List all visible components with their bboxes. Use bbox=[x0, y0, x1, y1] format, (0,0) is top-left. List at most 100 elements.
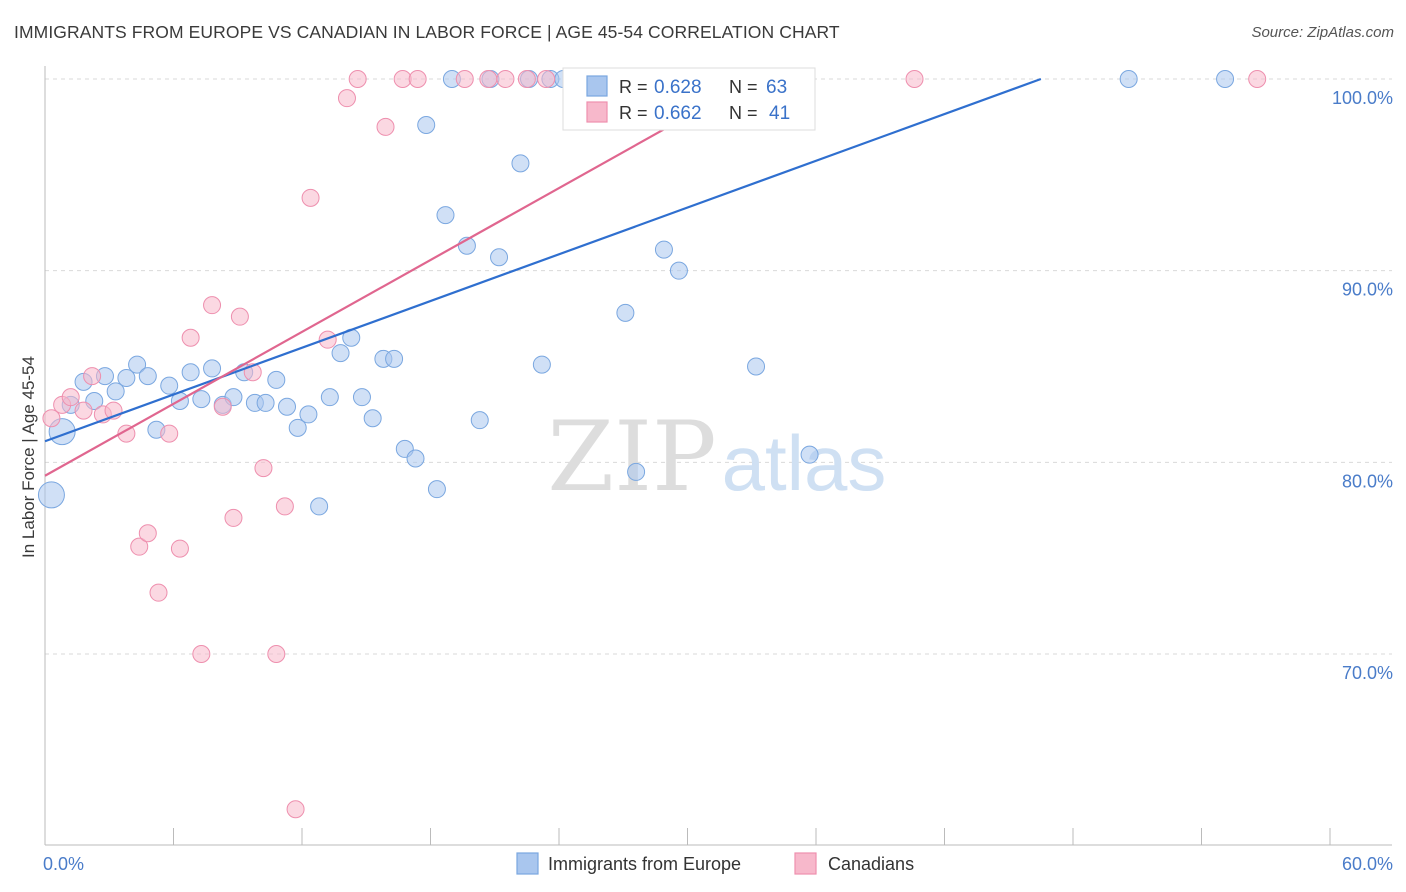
stats-legend-r-value-canadians: 0.662 bbox=[654, 103, 702, 124]
stats-legend-n-value-europe: 63 bbox=[766, 77, 787, 98]
point-europe bbox=[181, 363, 200, 382]
point-canadians bbox=[170, 539, 189, 558]
point-europe bbox=[128, 355, 147, 374]
point-canadians bbox=[348, 70, 367, 88]
legend-label-europe: Immigrants from Europe bbox=[548, 854, 741, 874]
watermark-zip: ZIP bbox=[547, 401, 716, 513]
stats-legend-n-label-europe: N = bbox=[729, 77, 758, 97]
point-canadians bbox=[160, 424, 179, 443]
point-europe bbox=[532, 355, 551, 374]
trend-lines bbox=[44, 77, 1042, 477]
point-europe bbox=[800, 445, 819, 464]
point-canadians bbox=[203, 296, 222, 315]
point-europe bbox=[363, 409, 382, 428]
point-canadians bbox=[905, 70, 924, 88]
trendline-europe bbox=[44, 77, 1042, 443]
point-europe bbox=[117, 369, 136, 387]
point-canadians bbox=[1248, 70, 1267, 88]
stats-legend-r-label-europe: R = bbox=[619, 77, 648, 97]
point-canadians bbox=[230, 307, 249, 326]
point-europe bbox=[310, 497, 329, 516]
point-europe bbox=[669, 261, 688, 280]
point-canadians bbox=[376, 117, 395, 136]
y-tick-label: 90.0% bbox=[1342, 280, 1393, 300]
point-canadians bbox=[42, 409, 61, 428]
y-tick-label: 80.0% bbox=[1342, 471, 1393, 491]
stats-legend: R = 0.628 N = 63 R = 0.662 N = 41 bbox=[562, 67, 816, 131]
legend-label-canadians: Canadians bbox=[828, 854, 914, 874]
point-europe bbox=[436, 206, 455, 225]
point-europe bbox=[427, 480, 446, 499]
stats-legend-swatch-canadians bbox=[586, 101, 608, 123]
point-canadians bbox=[61, 388, 80, 407]
point-europe bbox=[470, 411, 489, 430]
point-canadians bbox=[213, 397, 232, 416]
chart-title: IMMIGRANTS FROM EUROPE VS CANADIAN IN LA… bbox=[14, 22, 840, 42]
point-canadians bbox=[267, 645, 286, 663]
point-europe bbox=[352, 388, 371, 407]
point-canadians bbox=[301, 188, 320, 207]
legend-swatch-europe bbox=[516, 852, 539, 875]
point-europe bbox=[1216, 70, 1235, 88]
legend-swatch-canadians bbox=[794, 852, 817, 875]
watermark-atlas: atlas bbox=[722, 419, 887, 507]
point-canadians bbox=[130, 537, 149, 556]
data-points bbox=[37, 70, 1267, 819]
point-europe bbox=[320, 388, 339, 407]
source-credit: Source: ZipAtlas.com bbox=[1251, 24, 1394, 41]
point-europe bbox=[160, 376, 179, 395]
point-europe bbox=[203, 359, 222, 378]
point-canadians bbox=[149, 583, 168, 602]
point-europe bbox=[299, 405, 318, 424]
point-canadians bbox=[74, 401, 93, 420]
point-europe bbox=[278, 397, 297, 416]
point-europe bbox=[747, 357, 766, 376]
point-europe bbox=[511, 154, 530, 173]
point-europe bbox=[267, 370, 286, 389]
point-europe bbox=[331, 344, 350, 363]
point-europe bbox=[256, 393, 275, 412]
stats-legend-r-value-europe: 0.628 bbox=[654, 77, 702, 98]
tick-labels: 100.0% 90.0% 80.0% 70.0% 0.0% 60.0% bbox=[43, 88, 1393, 874]
point-europe bbox=[627, 462, 646, 481]
bottom-legend: Immigrants from Europe Canadians bbox=[516, 852, 914, 875]
point-europe bbox=[192, 390, 211, 409]
trendline-canadians bbox=[44, 78, 755, 477]
point-canadians bbox=[393, 70, 412, 88]
point-europe bbox=[417, 116, 436, 134]
point-europe bbox=[288, 418, 307, 437]
point-canadians bbox=[117, 424, 136, 443]
point-canadians bbox=[224, 508, 243, 527]
point-canadians bbox=[479, 70, 498, 88]
point-europe bbox=[406, 449, 425, 468]
point-canadians bbox=[337, 89, 356, 108]
point-canadians bbox=[254, 459, 273, 478]
point-canadians bbox=[496, 70, 515, 88]
point-canadians bbox=[537, 70, 556, 88]
x-tick-label: 0.0% bbox=[43, 854, 84, 874]
point-europe bbox=[37, 481, 65, 509]
y-tick-label: 100.0% bbox=[1332, 88, 1393, 108]
point-europe bbox=[490, 248, 509, 267]
y-axis-title: In Labor Force | Age 45-54 bbox=[19, 356, 38, 558]
point-europe bbox=[138, 367, 157, 386]
stats-legend-n-label-canadians: N = bbox=[729, 103, 758, 123]
point-europe bbox=[385, 349, 404, 368]
point-canadians bbox=[455, 70, 474, 88]
x-tick-label: 60.0% bbox=[1342, 854, 1393, 874]
point-canadians bbox=[181, 328, 200, 347]
point-europe bbox=[1119, 70, 1138, 88]
point-canadians bbox=[138, 524, 157, 543]
point-europe bbox=[106, 382, 125, 401]
point-canadians bbox=[318, 330, 337, 349]
point-europe bbox=[654, 240, 673, 259]
point-canadians bbox=[83, 367, 102, 386]
watermark: ZIP atlas bbox=[547, 401, 886, 513]
point-canadians bbox=[517, 70, 536, 88]
point-canadians bbox=[275, 497, 294, 516]
point-canadians bbox=[408, 70, 427, 88]
point-canadians bbox=[192, 645, 211, 663]
stats-legend-r-label-canadians: R = bbox=[619, 103, 648, 123]
stats-legend-n-value-canadians: 41 bbox=[769, 103, 790, 124]
